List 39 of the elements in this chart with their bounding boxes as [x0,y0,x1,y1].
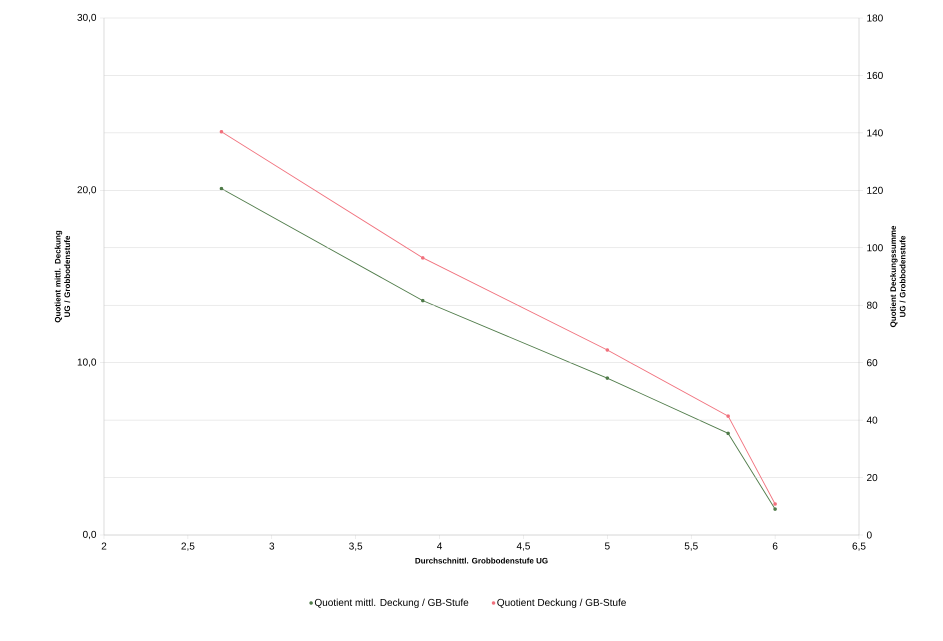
x-tick-label: 3,5 [349,542,362,551]
x-axis-title: Durchschnittl. Grobbodenstufe UG [415,558,548,564]
y-tick-label: 30,0 [77,14,96,22]
y2-tick-label: 60 [867,359,878,366]
x-tick-label: 6 [772,542,778,550]
y2-tick-label: 160 [867,72,883,79]
y2-tick-label: 80 [866,302,878,309]
point [773,502,777,506]
x-tick-label: 5 [604,542,610,550]
x-tick-label: 4 [437,542,442,550]
legend-label: Quotient Deckung / GB-Stufe [497,598,626,608]
y2-tick-label: 0 [866,531,872,539]
point [606,348,610,352]
point [773,507,777,511]
x-tick-label: 5,5 [684,542,698,551]
point [726,414,730,418]
y-tick-label: 20,0 [78,186,96,194]
point [220,186,224,190]
y2-axis-title: Quotient Deckungssumme UG / Grobbodenstufe [890,226,906,328]
legend-label: Quotient mittl. Deckung / GB-Stufe [314,598,468,608]
y2-tick-label: 40 [866,416,878,424]
point [606,376,610,380]
y-tick-label: 10,0 [78,358,96,367]
x-tick-label: 2,5 [181,542,194,551]
point [726,432,730,436]
point [220,130,224,134]
x-tick-label: 3 [269,542,274,550]
x-tick-label: 2 [102,542,106,550]
y2-tick-label: 100 [867,244,883,252]
x-tick-label: 4,5 [516,542,530,551]
y2-tick-label: 20 [867,474,878,482]
y-axis-title: Quotient mittl. Deckung UG / Grobbodenstufe [54,230,70,322]
y-tick-label: 0,0 [82,530,96,540]
y2-tick-label: 120 [867,186,883,194]
x-tick-label: 6,5 [852,542,866,551]
point [421,256,425,260]
y2-tick-label: 180 [867,14,883,22]
y2-tick-label: 140 [867,129,883,136]
point [421,298,425,302]
